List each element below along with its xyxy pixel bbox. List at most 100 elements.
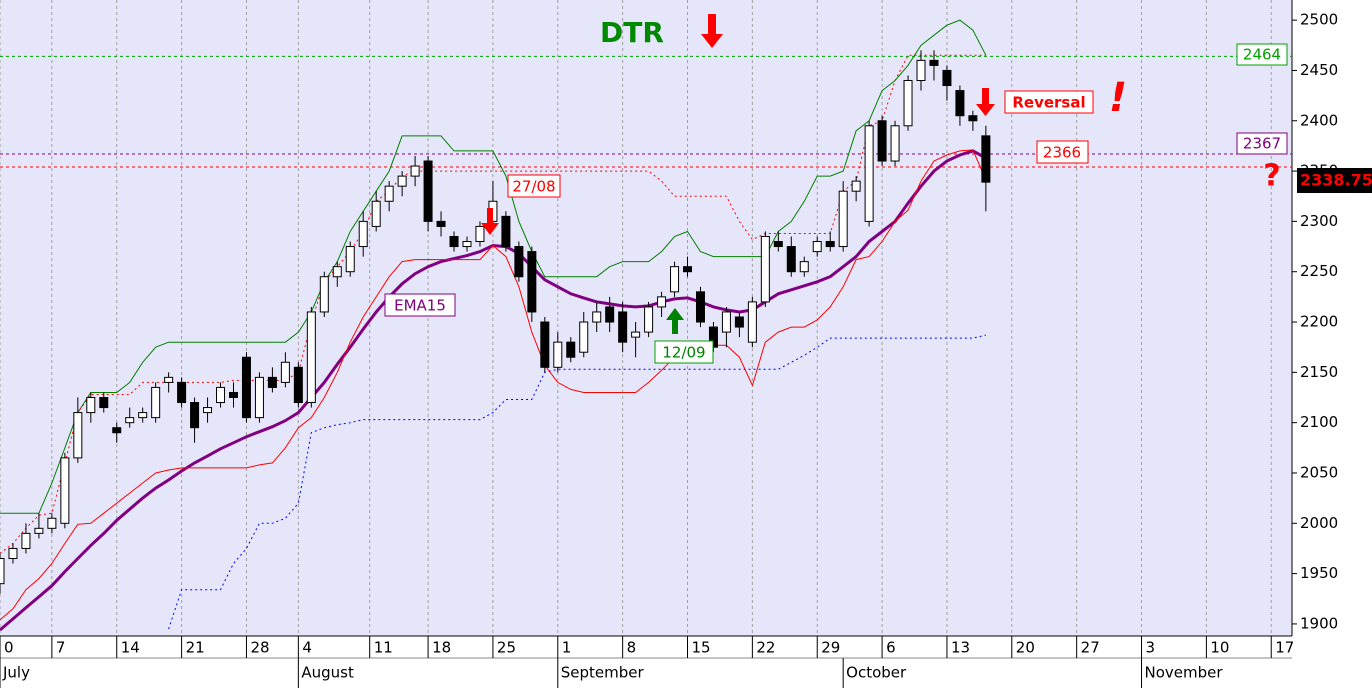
level-tag: 2464	[1243, 46, 1281, 64]
y-tick-label: 1950	[1300, 564, 1338, 582]
x-tick-label: 11	[374, 639, 393, 657]
candle-body	[384, 185, 394, 202]
level-tag-box	[1236, 132, 1288, 155]
candle-body	[644, 306, 654, 333]
y-tick-label: 2200	[1300, 313, 1338, 331]
candle-body	[877, 120, 887, 162]
x-tick-label: 25	[497, 639, 516, 657]
candle-body	[721, 311, 731, 333]
x-tick-label: 14	[121, 639, 140, 657]
candle-body	[631, 331, 641, 338]
candle-body	[851, 180, 861, 192]
candle-body	[8, 547, 18, 560]
x-tick-label: 13	[951, 639, 970, 657]
month-label: November	[1145, 664, 1224, 682]
x-tick-label: 8	[627, 639, 637, 657]
y-tick-label: 1900	[1300, 614, 1338, 632]
x-tick-label: 3	[1146, 639, 1156, 657]
candle-body	[579, 321, 589, 353]
candle-body	[683, 266, 693, 273]
y-tick-label: 2150	[1300, 363, 1338, 381]
y-tick-label: 2250	[1300, 262, 1338, 280]
y-axis-area	[1292, 0, 1372, 688]
candle-body	[540, 321, 550, 368]
annotation-dtr: DTR	[600, 16, 664, 49]
candle-body	[903, 80, 913, 127]
candle-body	[73, 412, 83, 459]
y-tick-label: 2100	[1300, 413, 1338, 431]
candle-body	[138, 412, 148, 419]
candle-body	[358, 220, 368, 248]
series-label: EMA15	[394, 297, 446, 315]
candle-body	[203, 407, 213, 414]
candle-body	[397, 175, 407, 187]
x-tick-label: 21	[186, 639, 205, 657]
x-tick-label: 10	[1210, 639, 1229, 657]
candle-body	[773, 241, 783, 248]
y-tick-label: 2500	[1300, 11, 1338, 29]
x-tick-label: 0	[4, 639, 14, 657]
candle-body	[241, 356, 251, 419]
annotation-date: 27/08	[512, 178, 555, 196]
candle-body	[0, 558, 5, 585]
candle-body	[293, 366, 303, 404]
x-tick-label: 18	[432, 639, 451, 657]
label-box	[1036, 140, 1089, 164]
candle-body	[423, 160, 433, 222]
candle-body	[371, 200, 381, 227]
candle-body	[955, 90, 965, 117]
month-label: October	[846, 664, 907, 682]
candle-body	[799, 261, 809, 273]
x-tick-label: 7	[56, 639, 66, 657]
x-tick-label: 6	[886, 639, 896, 657]
candle-body	[177, 381, 187, 404]
annotation-question: ?	[1263, 159, 1280, 194]
indicator-line	[168, 334, 987, 630]
last-price-box	[1297, 168, 1372, 193]
candle-body	[436, 220, 446, 227]
candle-body	[929, 59, 939, 66]
y-tick-label: 2000	[1300, 514, 1338, 532]
month-label: August	[301, 664, 354, 682]
annotation-level: 2366	[1043, 144, 1081, 162]
candle-body	[734, 316, 744, 328]
label-box	[1004, 90, 1094, 114]
arrow-down	[701, 14, 723, 48]
candle-body	[34, 527, 44, 534]
candle-body	[825, 241, 835, 248]
candle-body	[514, 246, 524, 278]
candle-body	[125, 417, 135, 424]
candle-body	[786, 246, 796, 273]
candle-body	[254, 376, 264, 419]
annotation-exclaim: !	[1109, 75, 1127, 121]
candle-body	[760, 235, 770, 303]
candle-body	[838, 190, 848, 248]
candle-body	[618, 311, 628, 343]
candle-body	[228, 391, 238, 398]
candle-body	[553, 341, 563, 368]
month-label: September	[561, 664, 645, 682]
x-tick-label: 1	[562, 639, 572, 657]
candle-body	[47, 517, 57, 529]
candle-body	[267, 376, 277, 388]
candle-body	[916, 59, 926, 82]
candle-body	[190, 402, 200, 429]
arrow-down	[481, 208, 499, 235]
annotation-reversal: Reversal	[1012, 94, 1085, 112]
x-tick-label: 17	[1275, 639, 1294, 657]
candle-body	[475, 225, 485, 243]
x-tick-label: 20	[1016, 639, 1035, 657]
y-tick-label: 2300	[1300, 212, 1338, 230]
annotation-date: 12/09	[662, 344, 705, 362]
candle-body	[747, 301, 757, 343]
candle-body	[695, 291, 705, 323]
candle-body	[605, 306, 615, 323]
candle-body	[501, 215, 511, 248]
y-tick-label: 2400	[1300, 111, 1338, 129]
candle-body	[164, 376, 174, 383]
candle-body	[942, 69, 952, 87]
candle-body	[280, 361, 290, 383]
